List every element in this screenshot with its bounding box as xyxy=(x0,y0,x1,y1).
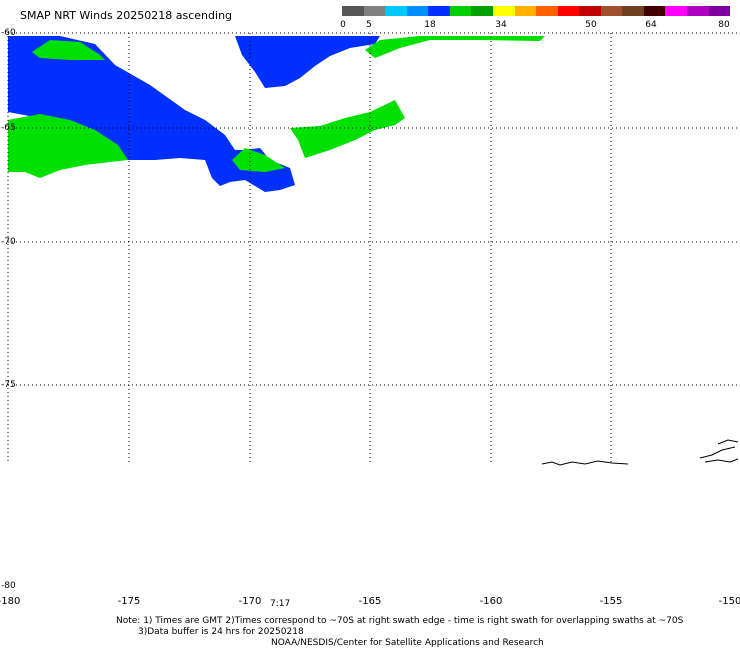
colorbar-tick-label: 5 xyxy=(366,20,372,30)
colorbar-segment-7 xyxy=(492,6,515,16)
colorbar-segment-4 xyxy=(428,6,450,16)
wind-region-green-west xyxy=(8,114,128,178)
colorbar-segment-8 xyxy=(514,6,537,16)
latitude-label: -80 xyxy=(1,581,16,591)
longitude-label: -170 xyxy=(238,596,262,607)
longitude-label: -180 xyxy=(0,596,21,607)
wind-region-blue-north xyxy=(235,36,380,88)
wind-region-green-center xyxy=(232,148,285,172)
note-line-3: NOAA/NESDIS/Center for Satellite Applica… xyxy=(271,638,544,648)
note-line-2: 3)Data buffer is 24 hrs for 20250218 xyxy=(138,627,304,637)
colorbar-segment-11 xyxy=(579,6,601,16)
wind-region-green-northwest xyxy=(32,40,105,60)
colorbar-segment-0 xyxy=(342,6,364,16)
colorbar-segment-5 xyxy=(449,6,472,16)
wind-region-blue-west xyxy=(8,36,295,192)
map-title: SMAP NRT Winds 20250218 ascending xyxy=(20,9,233,22)
wind-region-green-northeast xyxy=(365,36,545,58)
coastline xyxy=(541,439,739,466)
colorbar-tick-label: 50 xyxy=(585,20,597,30)
colorbar-segment-10 xyxy=(557,6,580,16)
colorbar-tick-label: 0 xyxy=(340,20,346,30)
wind-region-green-east xyxy=(290,100,405,158)
colorbar-segment-16 xyxy=(687,6,709,16)
longitude-label: -150 xyxy=(718,596,740,607)
longitude-label: -160 xyxy=(479,596,503,607)
colorbar-tick-label: 80 xyxy=(718,20,730,30)
colorbar-segment-15 xyxy=(665,6,687,16)
latitude-label: -60 xyxy=(1,28,16,38)
colorbar-segment-17 xyxy=(708,6,731,16)
colorbar-segment-14 xyxy=(643,6,666,16)
colorbar-tick-label: 64 xyxy=(645,20,657,30)
colorbar-segment-12 xyxy=(600,6,623,16)
colorbar-segment-9 xyxy=(536,6,558,16)
wind-swaths xyxy=(8,36,545,192)
wind-speed-colorbar xyxy=(342,6,731,16)
colorbar-segment-1 xyxy=(363,6,386,16)
colorbar-tick-label: 18 xyxy=(424,20,436,30)
colorbar-segment-2 xyxy=(385,6,407,16)
latitude-label: -75 xyxy=(1,380,16,390)
colorbar-segment-3 xyxy=(406,6,429,16)
longitude-label: -175 xyxy=(117,596,141,607)
swath-time-label: 7:17 xyxy=(270,599,291,609)
latitude-label: -70 xyxy=(1,237,16,247)
longitude-label: -165 xyxy=(358,596,382,607)
latitude-label: -65 xyxy=(1,123,16,133)
longitude-label: -155 xyxy=(599,596,623,607)
note-line-1: Note: 1) Times are GMT 2)Times correspon… xyxy=(116,616,684,626)
colorbar-segment-13 xyxy=(622,6,644,16)
colorbar-tick-label: 34 xyxy=(495,20,507,30)
colorbar-segment-6 xyxy=(471,6,493,16)
